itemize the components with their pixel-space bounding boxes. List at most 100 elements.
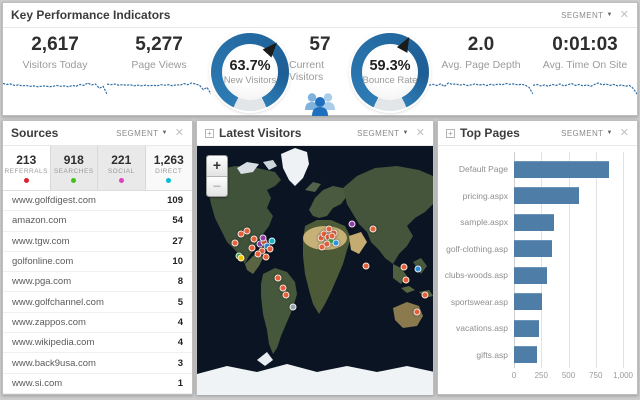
map-zoom-out-button[interactable]: − (207, 176, 227, 196)
bar[interactable] (514, 187, 580, 205)
kpi-value: 0:01:03 (552, 34, 618, 55)
x-tick-label: 500 (561, 371, 576, 380)
kpi-segment-dropdown[interactable]: SEGMENT ▼ (561, 11, 613, 20)
source-value: 54 (172, 215, 183, 227)
tab-label: SOCIAL (107, 168, 135, 175)
bar[interactable] (514, 266, 548, 284)
source-row[interactable]: amazon.com 54 (3, 211, 192, 232)
bar[interactable] (514, 319, 540, 337)
source-value: 1 (177, 377, 183, 389)
kpi-value: 57 (309, 34, 331, 55)
tab-value: 213 (16, 153, 37, 167)
kpi-avg-page-depth: 2.0 Avg. Page Depth (428, 28, 534, 116)
visitor-marker (400, 263, 408, 271)
chevron-down-icon: ▼ (161, 130, 168, 136)
source-row[interactable]: www.pga.com 8 (3, 272, 192, 293)
sparkline-svg (2, 82, 108, 95)
kpi-page-views: 5,277 Page Views (106, 28, 212, 116)
source-row[interactable]: www.si.com 1 (3, 374, 192, 394)
source-name: www.wikipedia.com (12, 337, 95, 349)
sources-close-icon[interactable]: ✕ (174, 126, 184, 139)
chevron-down-icon: ▼ (606, 12, 613, 18)
bar[interactable] (514, 213, 555, 231)
visitor-marker (274, 274, 282, 282)
expand-icon[interactable]: + (205, 128, 214, 138)
x-tick-label: 250 (534, 371, 548, 380)
visitor-marker (332, 239, 340, 247)
source-row[interactable]: www.back9usa.com 3 (3, 353, 192, 374)
kpi-new-visitors: 63.7% New Visitors (211, 28, 289, 116)
bar-row: pricing.aspx (463, 183, 623, 210)
kpi-row: 2,617 Visitors Today 5,277 Page Views 63.7% N… (2, 28, 638, 116)
source-row[interactable]: golfonline.com 10 (3, 252, 192, 273)
bar-row: gifts.asp (476, 342, 623, 369)
sources-tab-direct[interactable]: 1,263 DIRECT (145, 146, 192, 190)
current-visitors-icon (302, 91, 338, 122)
gridline (623, 152, 624, 368)
map-panel-header: + Latest Visitors SEGMENT ▼ ✕ (197, 121, 433, 146)
top-pages-panel: + Top Pages SEGMENT ▼ ✕ Default Page pric… (437, 120, 638, 395)
sources-tab-referrals[interactable]: 213 REFERRALS (3, 146, 51, 190)
pages-panel-title: Top Pages (460, 126, 520, 140)
visitor-marker (250, 235, 258, 243)
expand-icon[interactable]: + (446, 128, 455, 138)
bars-area: Default Page pricing.aspx sample.aspx golf-… (445, 152, 624, 369)
bar-category-label: Default Page (458, 164, 508, 175)
map-zoom-in-button[interactable]: + (207, 156, 227, 176)
source-name: golfonline.com (12, 256, 74, 268)
source-row[interactable]: www.tgw.com 27 (3, 232, 192, 252)
source-row[interactable]: www.zappos.com 4 (3, 313, 192, 334)
sources-segment-dropdown[interactable]: SEGMENT ▼ (116, 129, 168, 138)
visitor-marker (259, 234, 267, 242)
source-name: www.pga.com (12, 276, 72, 288)
visitor-marker (317, 234, 325, 242)
source-name: www.golfchannel.com (12, 296, 104, 308)
bar-category-label: gifts.asp (476, 349, 508, 360)
source-row[interactable]: www.golfdigest.com 109 (3, 191, 192, 212)
people-icon (305, 93, 335, 116)
visitor-marker (318, 243, 326, 251)
map-close-icon[interactable]: ✕ (415, 126, 425, 139)
visitor-marker (254, 250, 262, 258)
visitor-marker (328, 232, 336, 240)
sources-panel: Sources SEGMENT ▼ ✕ 213 REFERRALS 918 SEARC… (2, 120, 193, 395)
source-value: 8 (177, 276, 183, 288)
visitor-marker (413, 308, 421, 316)
tab-value: 918 (63, 153, 84, 167)
sparkline-svg (106, 82, 212, 95)
source-row[interactable]: www.wikipedia.com 4 (3, 333, 192, 354)
sources-list: www.golfdigest.com 109 amazon.com 54 www.tgw… (3, 191, 192, 394)
kpi-close-icon[interactable]: ✕ (619, 8, 629, 21)
visitor-marker (362, 262, 370, 270)
gridline (568, 152, 570, 368)
sources-tab-social[interactable]: 221 SOCIAL (98, 146, 146, 190)
segment-label: SEGMENT (561, 10, 604, 20)
source-name: www.golfdigest.com (12, 195, 96, 207)
x-tick-label: 750 (589, 371, 603, 380)
kpi-visitors-today: 2,617 Visitors Today (2, 28, 108, 116)
gauge-value: 59.3% (369, 58, 411, 74)
bar[interactable] (514, 160, 609, 178)
pages-close-icon[interactable]: ✕ (619, 126, 629, 139)
bar[interactable] (514, 293, 542, 311)
pages-segment-dropdown[interactable]: SEGMENT ▼ (561, 129, 613, 138)
source-row[interactable]: www.golfchannel.com 5 (3, 292, 192, 313)
bar-row: Default Page (459, 156, 623, 183)
sources-tab-searches[interactable]: 918 SEARCHES (50, 146, 98, 190)
kpi-panel-header: Key Performance Indicators SEGMENT ▼ ✕ (3, 3, 637, 28)
gauge-value: 63.7% (229, 58, 271, 74)
bar[interactable] (514, 346, 537, 364)
kpi-bounce-rate: 59.3% Bounce Rate (351, 28, 429, 116)
tab-color-dot (118, 178, 124, 183)
tab-label: REFERRALS (4, 168, 48, 175)
map-panel-title: Latest Visitors (219, 126, 302, 140)
kpi-label: Avg. Time On Site (542, 58, 628, 71)
source-name: www.back9usa.com (12, 357, 96, 369)
tab-value: 221 (111, 153, 132, 167)
visitor-marker (262, 253, 270, 261)
visitor-marker (237, 254, 245, 262)
source-value: 3 (177, 357, 183, 369)
bar[interactable] (514, 240, 552, 258)
world-map[interactable]: + − (197, 146, 433, 395)
map-segment-dropdown[interactable]: SEGMENT ▼ (357, 129, 409, 138)
